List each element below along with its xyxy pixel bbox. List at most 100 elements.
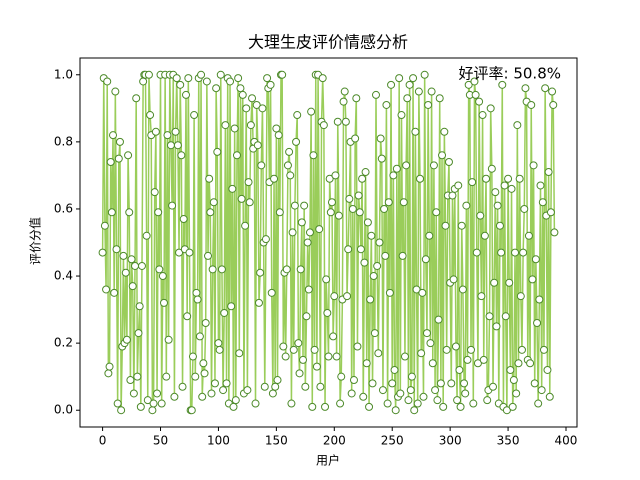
data-point — [129, 389, 138, 398]
data-point — [477, 292, 486, 301]
data-point — [188, 352, 197, 361]
data-point — [252, 100, 261, 109]
data-point — [243, 386, 252, 395]
data-point — [514, 359, 523, 368]
data-point — [377, 154, 386, 163]
data-point — [272, 124, 281, 133]
data-point — [486, 104, 495, 113]
data-point — [315, 225, 324, 234]
data-point — [384, 198, 393, 207]
data-point — [193, 295, 202, 304]
data-point — [462, 201, 471, 210]
data-point — [248, 94, 257, 103]
data-point — [312, 362, 321, 371]
data-point — [325, 174, 334, 183]
data-point — [483, 396, 492, 405]
x-tick-label: 100 — [207, 434, 230, 448]
data-point — [460, 379, 469, 388]
data-point — [395, 74, 404, 83]
data-point — [447, 379, 456, 388]
data-point — [478, 111, 487, 120]
data-point — [348, 204, 357, 213]
data-point — [444, 157, 453, 166]
data-point — [177, 151, 186, 160]
data-point — [513, 121, 522, 130]
data-point — [455, 365, 464, 374]
data-point — [537, 386, 546, 395]
data-point — [382, 100, 391, 109]
data-point — [526, 359, 535, 368]
x-tick-label: 0 — [99, 434, 107, 448]
data-point — [217, 265, 226, 274]
data-point — [164, 335, 173, 344]
data-point — [343, 292, 352, 301]
data-point — [125, 208, 134, 217]
data-point — [279, 342, 288, 351]
data-point — [507, 184, 516, 193]
data-point — [228, 184, 237, 193]
data-point — [184, 74, 193, 83]
data-point — [404, 396, 413, 405]
data-point — [121, 268, 130, 277]
data-point — [403, 94, 412, 103]
data-point — [380, 204, 389, 213]
data-point — [148, 406, 157, 415]
data-point — [107, 208, 116, 217]
data-point — [98, 248, 107, 257]
data-point — [545, 392, 554, 401]
data-point — [151, 127, 160, 136]
data-point — [392, 164, 401, 173]
data-point — [355, 208, 364, 217]
data-point — [273, 376, 282, 385]
data-point — [195, 332, 204, 341]
data-point — [501, 312, 510, 321]
data-point — [136, 402, 145, 411]
data-point — [251, 399, 260, 408]
data-point — [170, 392, 179, 401]
data-point — [544, 168, 553, 177]
data-point — [421, 255, 430, 264]
data-point — [275, 208, 284, 217]
data-point — [324, 352, 333, 361]
x-tick-label: 400 — [555, 434, 578, 448]
data-point — [257, 161, 266, 170]
data-point — [358, 174, 367, 183]
data-point — [290, 201, 299, 210]
data-point — [361, 168, 370, 177]
data-point — [520, 204, 529, 213]
data-point — [204, 251, 213, 260]
data-point — [201, 319, 210, 328]
data-point — [212, 84, 221, 93]
data-point — [258, 104, 267, 113]
data-point — [318, 74, 327, 83]
data-point — [260, 382, 269, 391]
data-point — [128, 282, 137, 291]
y-axis-label: 评价分值 — [28, 217, 43, 265]
data-point — [389, 171, 398, 180]
data-point — [519, 248, 528, 257]
chart-title: 大理生皮评价情感分析 — [248, 33, 408, 52]
data-point — [308, 402, 317, 411]
data-point — [495, 221, 504, 230]
data-point — [234, 74, 243, 83]
data-point — [207, 389, 216, 398]
data-point — [112, 245, 121, 254]
data-point — [288, 228, 297, 237]
data-point — [113, 399, 122, 408]
data-point — [230, 124, 239, 133]
annotation: 好评率: 50.8% — [459, 65, 561, 83]
data-point — [375, 238, 384, 247]
data-point — [440, 127, 449, 136]
data-point — [309, 151, 318, 160]
data-point — [435, 94, 444, 103]
data-point — [349, 376, 358, 385]
data-point — [504, 174, 513, 183]
data-point — [391, 406, 400, 415]
data-point — [490, 278, 499, 287]
data-point — [414, 87, 423, 96]
data-point — [221, 121, 230, 130]
data-point — [337, 372, 346, 381]
data-point — [399, 198, 408, 207]
data-point — [493, 201, 502, 210]
